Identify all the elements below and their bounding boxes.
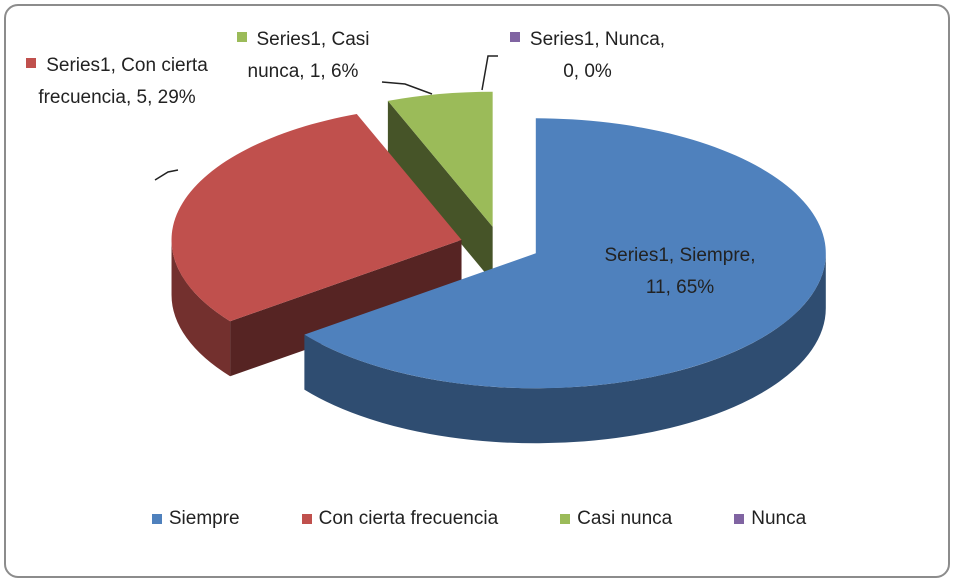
data-label: Series1, Con cierta frecuencia, 5, 29% xyxy=(22,50,212,114)
pie-slice xyxy=(171,114,462,377)
legend-item: Casi nunca xyxy=(560,508,672,530)
pie-slice xyxy=(304,118,826,444)
leader-line xyxy=(381,81,433,95)
data-label: Series1, Siempre, 11, 65% xyxy=(600,240,760,304)
label-text: Series1, Siempre, 11, 65% xyxy=(604,245,756,298)
legend-key xyxy=(301,514,312,524)
slice-top xyxy=(387,91,493,227)
legend-label: Casi nunca xyxy=(577,508,673,529)
legend-label: Con cierta frecuencia xyxy=(318,508,499,529)
legend-item: Nunca xyxy=(734,508,806,530)
label-text: Series1, Nunca, 0, 0% xyxy=(529,29,666,82)
slice-edge xyxy=(171,239,231,377)
legend-key xyxy=(151,514,162,524)
pie-slice xyxy=(387,91,493,282)
leader-line xyxy=(154,169,179,181)
legend-item: Siempre xyxy=(151,508,240,530)
legend: Siempre Con cierta frecuencia Casi nunca Nu… xyxy=(0,508,958,530)
data-label: Series1, Casi nunca, 1, 6% xyxy=(208,24,398,88)
legend-label: Siempre xyxy=(168,508,240,529)
slice-edge xyxy=(304,253,826,444)
chart-frame xyxy=(4,4,950,578)
slice-side xyxy=(230,239,462,377)
legend-label: Nunca xyxy=(751,508,807,529)
slice-top xyxy=(304,118,826,389)
leader-line xyxy=(481,55,498,91)
legend-key xyxy=(734,514,745,524)
label-key xyxy=(26,58,37,68)
label-text: Series1, Casi nunca, 1, 6% xyxy=(247,29,370,82)
slice-side xyxy=(387,100,493,282)
legend-key xyxy=(560,514,571,524)
label-key xyxy=(509,32,520,42)
data-label: Series1, Nunca, 0, 0% xyxy=(505,24,670,88)
legend-item: Con cierta frecuencia xyxy=(301,508,499,530)
label-text: Series1, Con cierta frecuencia, 5, 29% xyxy=(38,55,208,108)
label-key xyxy=(236,32,247,42)
slice-top xyxy=(171,114,462,322)
